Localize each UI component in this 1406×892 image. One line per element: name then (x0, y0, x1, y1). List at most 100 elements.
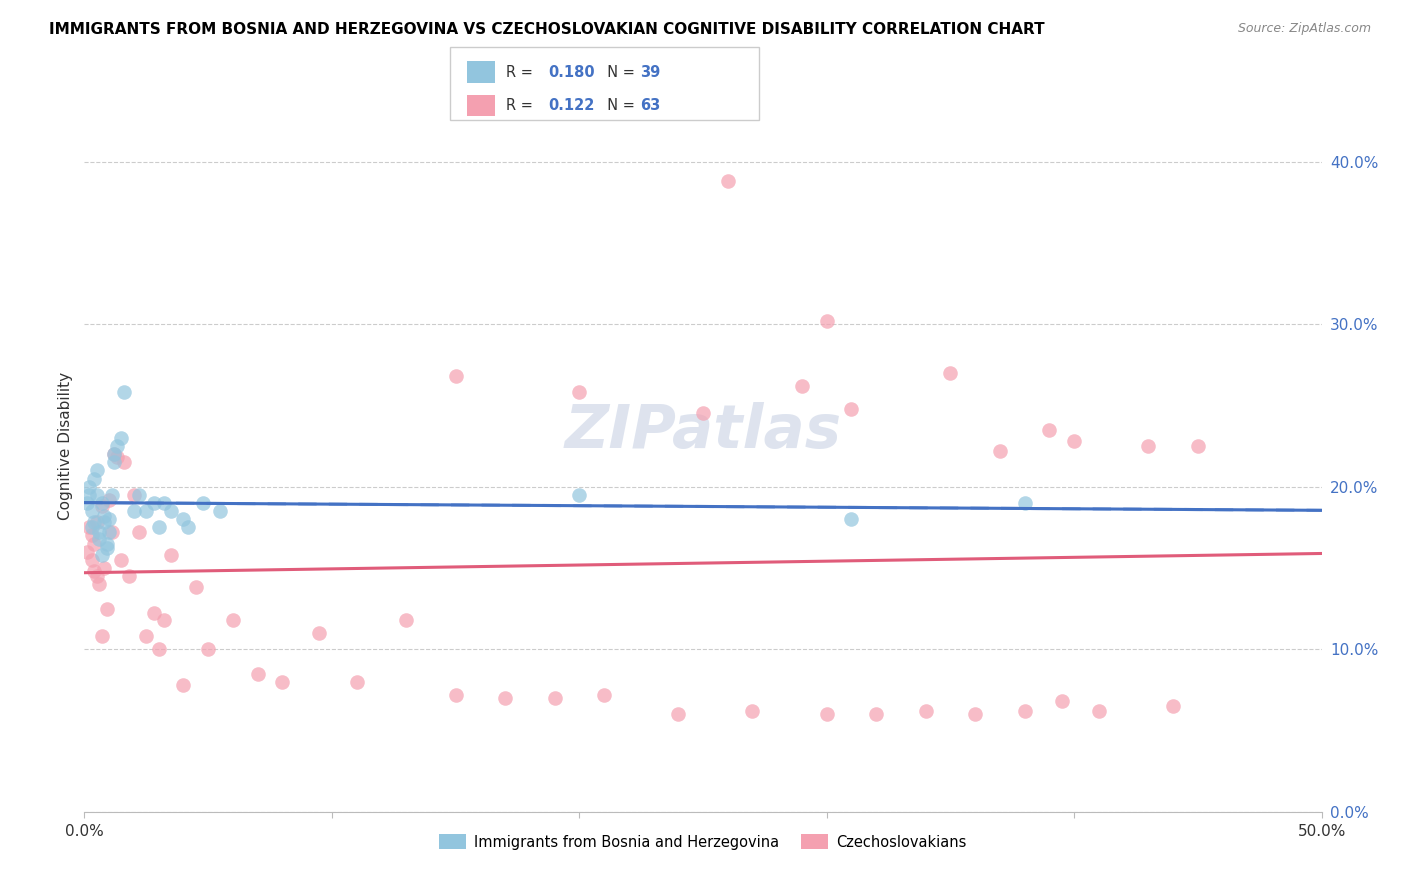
Point (790, 379, 813, 393)
Point (80, 553, 103, 567)
Point (209, 504, 232, 518)
Point (90, 629, 112, 643)
Point (96, 601, 118, 615)
Point (86, 516, 108, 530)
Point (1050, 694, 1073, 708)
Point (1038, 423, 1060, 437)
Point (841, 512, 863, 526)
Point (160, 548, 183, 562)
Point (1014, 704, 1036, 718)
Point (110, 553, 132, 567)
Point (1137, 439, 1160, 453)
Point (80, 528, 103, 542)
Point (184, 581, 207, 595)
Point (494, 690, 516, 705)
Point (89, 577, 111, 591)
Point (142, 496, 165, 510)
Point (89, 525, 111, 540)
Text: IMMIGRANTS FROM BOSNIA AND HERZEGOVINA VS CZECHOSLOVAKIAN COGNITIVE DISABILITY C: IMMIGRANTS FROM BOSNIA AND HERZEGOVINA V… (49, 22, 1045, 37)
Point (100, 488, 122, 502)
Point (152, 613, 174, 627)
Point (939, 366, 962, 380)
Text: 39: 39 (640, 64, 659, 79)
Point (197, 642, 219, 657)
Point (105, 450, 128, 465)
Point (86, 569, 108, 583)
Text: 0.122: 0.122 (548, 98, 595, 113)
Text: R =: R = (506, 64, 537, 79)
Point (152, 496, 174, 510)
Point (135, 504, 157, 518)
Point (444, 369, 467, 384)
Point (89, 532, 111, 546)
Point (148, 642, 170, 657)
Point (79, 520, 101, 534)
Point (103, 447, 125, 461)
Point (271, 674, 294, 689)
Point (93, 508, 115, 523)
Point (86, 488, 108, 502)
Point (79, 480, 101, 494)
Point (76, 496, 98, 510)
Point (90, 548, 112, 562)
Point (98, 492, 121, 507)
Point (100, 525, 122, 540)
Point (98, 525, 121, 540)
Point (308, 626, 330, 640)
Point (118, 569, 141, 583)
Point (83, 516, 105, 530)
Point (80, 504, 103, 518)
Point (568, 488, 591, 502)
Point (98, 512, 121, 526)
Point (717, 174, 740, 188)
Point (90, 496, 112, 510)
Point (666, 707, 689, 722)
Point (593, 688, 616, 702)
Point (93, 516, 115, 530)
Point (914, 704, 936, 718)
Point (988, 443, 1011, 458)
Text: 63: 63 (640, 98, 659, 113)
Point (172, 678, 194, 692)
Point (246, 666, 269, 681)
Text: Source: ZipAtlas.com: Source: ZipAtlas.com (1237, 22, 1371, 36)
Point (90, 499, 112, 513)
Point (83, 471, 105, 485)
Point (543, 690, 565, 705)
Point (112, 455, 135, 469)
Point (103, 455, 125, 469)
Point (79, 488, 101, 502)
Point (346, 674, 368, 689)
Point (444, 688, 467, 702)
Point (128, 525, 150, 540)
Point (172, 512, 194, 526)
Point (86, 463, 108, 477)
Text: 0.180: 0.180 (548, 64, 595, 79)
Point (80, 520, 103, 534)
Point (1161, 699, 1184, 714)
Point (191, 496, 214, 510)
Point (148, 520, 170, 534)
Point (1088, 704, 1111, 718)
Point (112, 385, 135, 400)
Point (815, 707, 838, 722)
Point (122, 504, 145, 518)
Text: R =: R = (506, 98, 537, 113)
Point (160, 504, 183, 518)
Point (142, 607, 165, 621)
Point (96, 536, 118, 550)
Point (741, 704, 763, 718)
Point (965, 707, 987, 722)
Point (815, 314, 838, 328)
Legend: Immigrants from Bosnia and Herzegovina, Czechoslovakians: Immigrants from Bosnia and Herzegovina, … (433, 829, 973, 855)
Text: N =: N = (598, 98, 640, 113)
Point (865, 707, 887, 722)
Point (1187, 439, 1209, 453)
Point (96, 541, 118, 556)
Point (1014, 496, 1036, 510)
Point (128, 488, 150, 502)
Text: ZIPatlas: ZIPatlas (564, 402, 842, 461)
Point (135, 629, 157, 643)
Point (76, 544, 98, 558)
Point (103, 447, 125, 461)
